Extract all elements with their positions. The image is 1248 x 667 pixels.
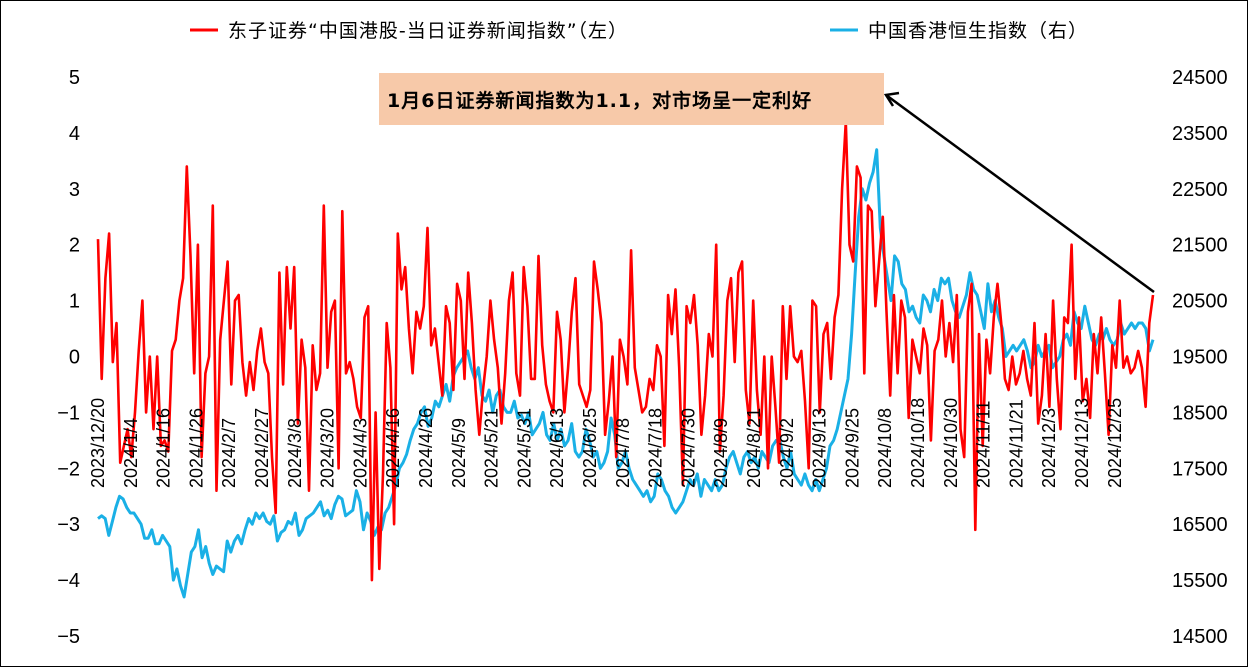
right-axis-tick-label: 15500 bbox=[1172, 570, 1228, 592]
right-axis: 24500 23500 22500 21500 20500 19500 18500 17500… bbox=[1172, 67, 1228, 648]
x-axis-tick-label: 2024/10/18 bbox=[908, 398, 928, 488]
x-axis-tick-label: 2024/5/21 bbox=[482, 408, 502, 488]
series-line-hang-seng bbox=[97, 148, 1155, 599]
left-axis-tick-label: −4 bbox=[57, 570, 80, 592]
legend-label-hang-seng: 中国香港恒生指数（右） bbox=[868, 20, 1088, 42]
left-axis-tick-label: −5 bbox=[57, 626, 80, 648]
x-axis-tick-label: 2024/3/20 bbox=[318, 408, 338, 488]
x-axis-tick-label: 2024/10/8 bbox=[875, 408, 895, 488]
right-axis-tick-label: 20500 bbox=[1172, 291, 1228, 313]
x-axis-tick-label: 2024/6/25 bbox=[580, 408, 600, 488]
x-axis-tick-label: 2024/12/13 bbox=[1072, 398, 1092, 488]
x-axis-tick-label: 2024/4/26 bbox=[416, 408, 436, 488]
x-axis-tick-label: 2024/7/8 bbox=[613, 418, 633, 488]
legend-label-news-index: 东子证券“中国港股-当日证券新闻指数”（左） bbox=[228, 20, 628, 42]
left-axis-tick-label: 4 bbox=[69, 123, 80, 145]
x-axis-tick-label: 2024/7/18 bbox=[646, 408, 666, 488]
x-axis-tick-label: 2024/6/13 bbox=[547, 408, 567, 488]
x-axis-tick-label: 2024/5/9 bbox=[449, 418, 469, 488]
left-axis-tick-label: 5 bbox=[69, 67, 80, 89]
x-axis-tick-label: 2024/3/8 bbox=[285, 418, 305, 488]
x-axis-tick-label: 2024/10/30 bbox=[941, 398, 961, 488]
x-axis-tick-label: 2024/4/3 bbox=[350, 418, 370, 488]
legend: 东子证券“中国港股-当日证券新闻指数”（左） 中国香港恒生指数（右） bbox=[190, 20, 1088, 42]
left-axis-tick-label: 2 bbox=[69, 235, 80, 257]
x-axis-tick-label: 2023/12/20 bbox=[88, 398, 108, 488]
left-axis-tick-label: −1 bbox=[57, 402, 80, 424]
right-axis-tick-label: 22500 bbox=[1172, 179, 1228, 201]
right-axis-tick-label: 24500 bbox=[1172, 67, 1228, 89]
x-axis-tick-label: 2024/11/21 bbox=[1006, 399, 1026, 488]
left-axis-tick-label: −2 bbox=[57, 458, 80, 480]
x-axis-tick-label: 2024/2/27 bbox=[252, 408, 272, 488]
annotation-box bbox=[379, 73, 884, 125]
annotation-text: 1月6日证券新闻指数为1.1，对市场呈一定利好 bbox=[387, 89, 812, 112]
x-axis-tick-label: 2024/9/13 bbox=[810, 408, 830, 488]
right-axis-tick-label: 16500 bbox=[1172, 514, 1228, 536]
x-axis: 2023/12/20 2024/1/4 2024/1/16 2024/1/26 2024… bbox=[88, 398, 1125, 488]
x-axis-tick-label: 2024/8/9 bbox=[711, 418, 731, 488]
series-line-news-index bbox=[96, 120, 1155, 582]
annotation-arrowhead bbox=[883, 91, 900, 107]
left-axis-tick-label: 1 bbox=[69, 291, 80, 313]
x-axis-tick-label: 2024/11/11 bbox=[974, 401, 994, 488]
series-layer bbox=[96, 120, 1155, 599]
right-axis-tick-label: 18500 bbox=[1172, 402, 1228, 424]
x-axis-tick-label: 2024/12/3 bbox=[1039, 408, 1059, 488]
x-axis-tick-label: 2024/7/30 bbox=[678, 408, 698, 488]
x-axis-tick-label: 2024/5/31 bbox=[514, 408, 534, 488]
x-axis-tick-label: 2024/9/25 bbox=[842, 408, 862, 488]
right-axis-tick-label: 19500 bbox=[1172, 347, 1228, 369]
x-axis-tick-label: 2024/1/16 bbox=[154, 408, 174, 488]
left-axis-tick-label: −3 bbox=[57, 514, 80, 536]
right-axis-tick-label: 23500 bbox=[1172, 123, 1228, 145]
right-axis-tick-label: 17500 bbox=[1172, 458, 1228, 480]
x-axis-tick-label: 2024/8/21 bbox=[744, 408, 764, 488]
x-axis-tick-label: 2024/1/26 bbox=[186, 408, 206, 488]
x-axis-tick-label: 2024/12/25 bbox=[1105, 398, 1125, 488]
x-axis-tick-label: 2024/2/7 bbox=[219, 418, 239, 488]
left-axis-tick-label: 3 bbox=[69, 179, 80, 201]
x-axis-tick-label: 2024/1/4 bbox=[121, 418, 141, 488]
right-axis-tick-label: 14500 bbox=[1172, 626, 1228, 648]
right-axis-tick-label: 21500 bbox=[1172, 235, 1228, 257]
annotation-arrow-line bbox=[885, 93, 1155, 294]
x-axis-tick-label: 2024/4/16 bbox=[383, 408, 403, 488]
annotation: 1月6日证券新闻指数为1.1，对市场呈一定利好 bbox=[379, 73, 1155, 294]
left-axis-tick-label: 0 bbox=[69, 347, 80, 369]
x-axis-tick-label: 2024/9/2 bbox=[777, 418, 797, 488]
left-axis: 5 4 3 2 1 0 −1 −2 −3 −4 −5 bbox=[57, 67, 80, 648]
